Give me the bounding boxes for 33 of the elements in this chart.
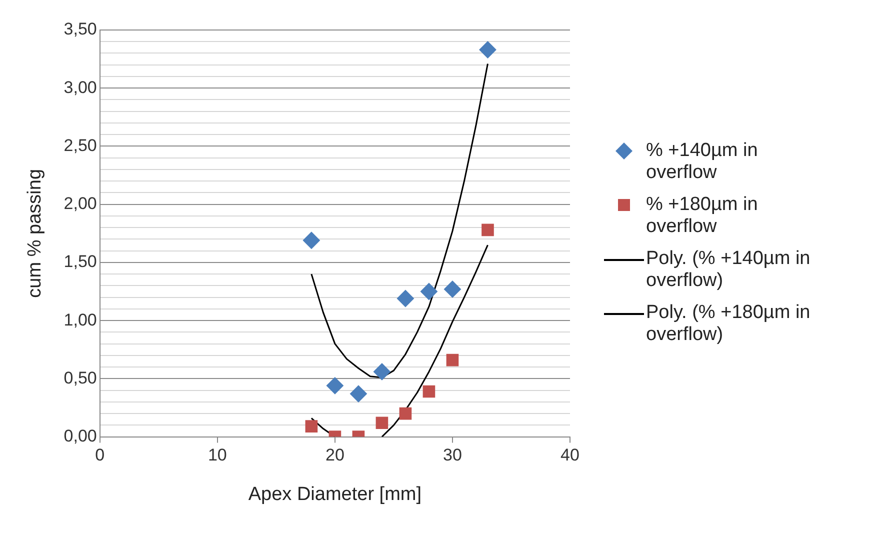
legend-label: % +140µm in overflow: [646, 140, 759, 184]
legend-label: % +180µm in overflow: [646, 194, 759, 238]
point: [376, 416, 388, 430]
legend-label: Poly. (% +180µm in overflow): [646, 302, 812, 346]
point: [373, 363, 390, 380]
point: [420, 283, 438, 300]
point: [399, 407, 412, 420]
y-axis-title: cum % passing: [24, 168, 46, 298]
point: [479, 41, 496, 58]
x-tick-label: 30: [443, 446, 462, 465]
y-tick-label: 2,50: [64, 136, 97, 155]
x-tick-label: 40: [560, 446, 580, 465]
x-axis-title: Apex Diameter [mm]: [248, 484, 422, 505]
y-tick-label: 1,50: [64, 252, 97, 272]
point: [326, 377, 344, 394]
y-tick-label: 1,00: [64, 310, 97, 330]
point: [482, 224, 494, 236]
point: [302, 232, 320, 249]
point: [422, 385, 436, 398]
point: [305, 420, 318, 432]
y-tick-label: 3,00: [64, 78, 97, 97]
point: [396, 290, 414, 307]
x-tick-label: 0: [95, 446, 105, 465]
legend-label: Poly. (% +140µm in overflow): [646, 248, 812, 292]
point: [446, 354, 459, 366]
x-tick-label: 10: [208, 446, 227, 465]
y-tick-label: 3,50: [64, 20, 97, 39]
y-tick-label: 0,00: [64, 426, 97, 446]
x-tick-label: 20: [325, 446, 344, 465]
point: [350, 385, 367, 402]
y-tick-label: 0,50: [64, 368, 97, 388]
y-tick-label: 2,00: [64, 194, 97, 214]
point: [444, 280, 461, 298]
